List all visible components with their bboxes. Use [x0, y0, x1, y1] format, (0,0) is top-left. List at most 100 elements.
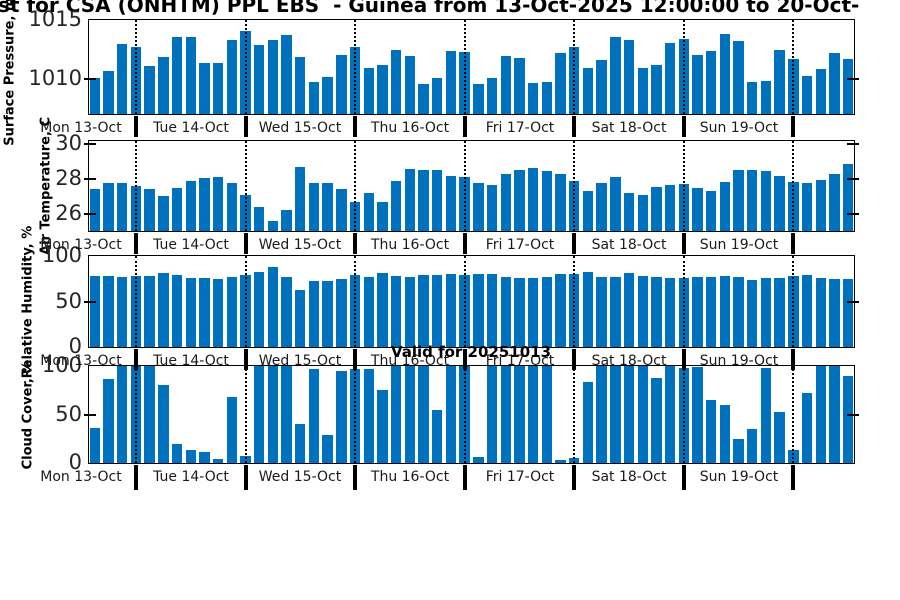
bar — [541, 81, 553, 114]
bar — [596, 276, 607, 347]
bar — [801, 183, 813, 231]
bar — [254, 366, 265, 463]
bar — [322, 182, 333, 231]
day-separator — [462, 349, 467, 370]
day-boundary-line — [134, 366, 137, 463]
day-separator — [133, 116, 138, 137]
bar — [267, 220, 279, 231]
bar — [377, 65, 388, 114]
y-tick-mark — [847, 212, 859, 215]
bar — [582, 382, 594, 463]
y-tick-label: 100 — [41, 353, 82, 377]
bar — [226, 397, 237, 463]
bar — [610, 366, 621, 463]
bar — [281, 366, 292, 463]
bar — [637, 366, 648, 463]
day-separator — [243, 116, 248, 137]
bar — [199, 178, 210, 231]
day-separator — [791, 465, 796, 490]
day-label: Mon 13-Oct — [40, 469, 122, 485]
bar — [336, 189, 347, 231]
day-label: Thu 16-Oct — [370, 469, 450, 485]
day-label: Wed 15-Oct — [258, 353, 342, 369]
day-separator — [133, 465, 138, 490]
bar — [144, 366, 155, 463]
bar — [418, 366, 429, 463]
day-boundary-line — [573, 20, 576, 114]
bar — [363, 192, 374, 231]
bar — [117, 43, 128, 114]
bar — [336, 370, 347, 463]
bar — [363, 368, 374, 463]
bar — [404, 55, 416, 114]
day-boundary-line — [792, 256, 795, 347]
bar — [432, 169, 443, 231]
bar — [473, 84, 484, 114]
y-tick-mark — [84, 178, 96, 181]
bar — [623, 366, 635, 463]
bar — [637, 276, 648, 347]
day-label: Tue 14-Oct — [153, 469, 229, 485]
bar — [760, 277, 772, 347]
bar — [582, 272, 594, 347]
bar — [664, 277, 676, 347]
bar — [185, 450, 196, 463]
day-boundary-line — [354, 256, 357, 347]
bar — [514, 170, 525, 231]
bar — [651, 65, 662, 114]
bar — [254, 206, 265, 231]
bar — [199, 62, 210, 114]
bar — [363, 67, 374, 114]
day-boundary-line — [792, 366, 795, 463]
bar — [719, 276, 731, 347]
bar — [623, 192, 635, 231]
bar — [144, 66, 155, 114]
bar — [747, 279, 758, 347]
day-label: Wed 15-Oct — [258, 237, 342, 253]
bar — [432, 409, 443, 463]
day-boundary-line — [573, 141, 576, 231]
bar — [582, 67, 594, 114]
bar — [171, 275, 183, 347]
bar — [664, 42, 676, 114]
bar — [103, 182, 114, 231]
day-boundary-line — [463, 141, 466, 231]
bar — [267, 266, 279, 347]
bar — [705, 276, 717, 347]
bar — [555, 173, 566, 231]
bar — [199, 277, 210, 347]
bar — [596, 60, 607, 114]
day-label: Fri 17-Oct — [485, 120, 555, 136]
y-tick-label: 0 — [68, 334, 82, 358]
bar — [103, 276, 114, 347]
bar — [336, 54, 347, 114]
bar — [267, 40, 279, 114]
day-boundary-line — [792, 141, 795, 231]
day-separator — [462, 233, 467, 254]
bar — [555, 53, 566, 114]
day-boundary-line — [134, 256, 137, 347]
day-separator — [572, 465, 577, 490]
day-separator — [353, 116, 358, 137]
bar — [322, 434, 333, 463]
bar — [212, 459, 224, 463]
subplot-cloud-cover — [84, 365, 859, 464]
bar — [295, 424, 306, 463]
bar — [815, 68, 826, 114]
bar — [610, 177, 621, 231]
y-tick-mark — [84, 300, 96, 303]
bar — [226, 276, 237, 347]
y-tick-mark — [84, 413, 96, 416]
bar — [295, 56, 306, 114]
day-boundary-line — [682, 20, 685, 114]
bar — [610, 36, 621, 114]
bar — [705, 50, 717, 114]
day-separator — [133, 233, 138, 254]
day-axis-row: Mon 13-Oct Tue 14-Oct Wed 15-Oct Thu 16-Oct… — [0, 464, 900, 490]
bar — [747, 169, 758, 231]
bar — [473, 274, 484, 347]
day-boundary-line — [682, 366, 685, 463]
day-label: Mon 13-Oct — [40, 353, 122, 369]
day-separator — [572, 233, 577, 254]
